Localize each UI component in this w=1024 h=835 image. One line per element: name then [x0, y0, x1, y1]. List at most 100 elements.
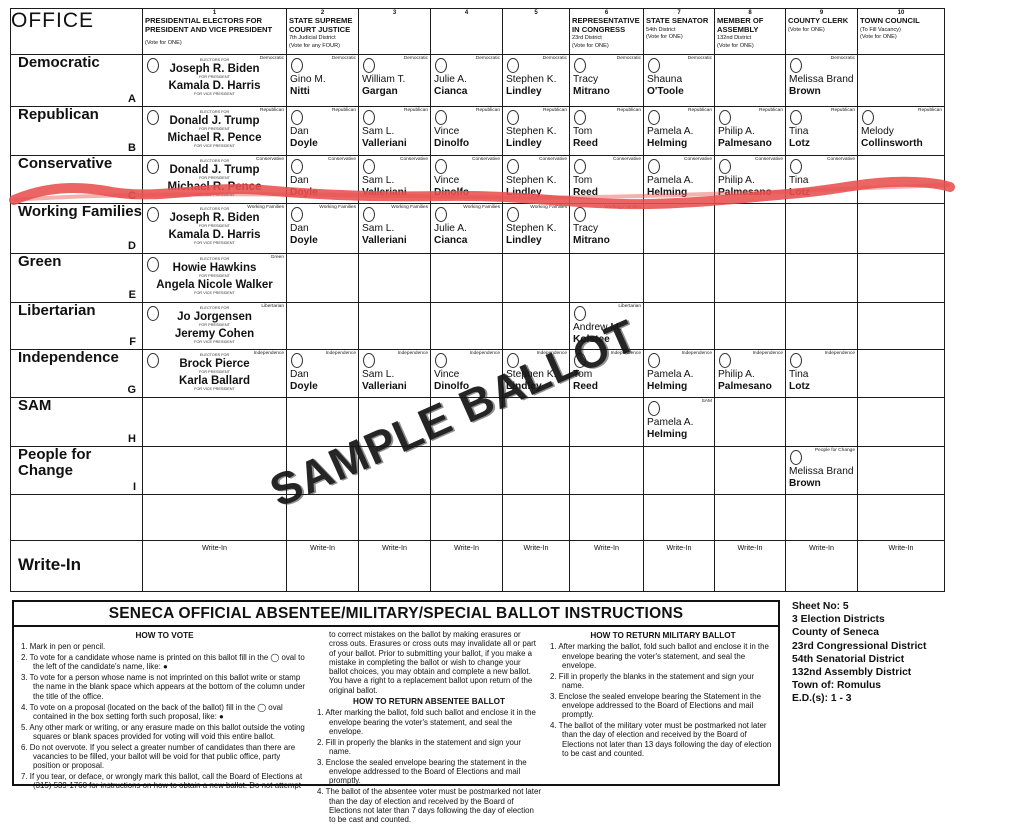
- row-letter: C: [128, 190, 136, 202]
- ballot-oval[interactable]: [363, 110, 375, 125]
- candidate-cell: Independence Vince Dinolfo: [430, 349, 503, 398]
- ballot-oval[interactable]: [291, 110, 303, 125]
- candidate-first-name: Melody: [861, 126, 894, 137]
- ballot-oval[interactable]: [574, 110, 586, 125]
- empty-cell: [714, 253, 786, 303]
- return-absentee-item: 1. After marking the ballot, fold such b…: [317, 708, 536, 736]
- write-in-cell[interactable]: Write-In: [569, 540, 644, 592]
- candidate-first-name: Sam L.: [362, 223, 395, 234]
- party-label: Working Families: [247, 205, 284, 210]
- candidate-first-name: Tom: [573, 126, 593, 137]
- office-title: STATE SUPREME COURT JUSTICE: [289, 16, 353, 34]
- candidate-first-name: Pamela A.: [647, 126, 694, 137]
- empty-cell: [358, 494, 431, 541]
- ballot-oval[interactable]: [790, 159, 802, 174]
- ballot-header-row: OFFICE 1 PRESIDENTIAL ELECTORS FOR PRESIDE…: [10, 8, 945, 55]
- ballot-oval[interactable]: [719, 353, 731, 368]
- ballot-oval[interactable]: [147, 159, 159, 174]
- ballot-oval[interactable]: [147, 353, 159, 368]
- empty-cell: [569, 397, 644, 447]
- candidate-last-name: Doyle: [290, 137, 318, 149]
- ballot-oval[interactable]: [147, 58, 159, 73]
- return-military-item: 3. Enclose the sealed envelope bearing t…: [550, 691, 762, 720]
- candidate-cell: Republican Sam L. Valleriani: [358, 106, 431, 156]
- write-in-cell[interactable]: Write-In: [142, 540, 287, 592]
- write-in-cell[interactable]: Write-In: [358, 540, 431, 592]
- ballot-oval[interactable]: [291, 58, 303, 73]
- party-name-cell: SAM H: [10, 397, 143, 447]
- party-label: Democratic: [616, 56, 641, 61]
- ballot-oval[interactable]: [574, 159, 586, 174]
- party-label: Independence: [752, 351, 783, 356]
- write-in-cell[interactable]: Write-In: [502, 540, 570, 592]
- ballot-oval[interactable]: [790, 110, 802, 125]
- ballot-oval[interactable]: [507, 353, 519, 368]
- ballot-oval[interactable]: [719, 110, 731, 125]
- ballot-oval[interactable]: [363, 353, 375, 368]
- ballot-oval[interactable]: [507, 159, 519, 174]
- ballot-oval[interactable]: [291, 207, 303, 222]
- instructions-title: SENECA OFFICIAL ABSENTEE/MILITARY/SPECIA…: [14, 602, 778, 627]
- candidate-name: Melody Collinsworth: [859, 126, 944, 149]
- party-row-libertarian: Libertarian F Libertarian ELECTORS FOR Jo Jo…: [10, 302, 945, 350]
- party-label: Democratic: [259, 56, 284, 61]
- ballot-oval[interactable]: [574, 207, 586, 222]
- for-vice-president-label: FOR VICE PRESIDENT: [194, 92, 235, 96]
- ballot-oval[interactable]: [574, 306, 586, 321]
- candidate-first-name: Melissa Brand: [789, 74, 854, 85]
- ballot-oval[interactable]: [147, 110, 159, 125]
- write-in-cell[interactable]: Write-In: [643, 540, 715, 592]
- ballot-oval[interactable]: [435, 110, 447, 125]
- candidate-cell: SAM Pamela A. Helming: [643, 397, 715, 447]
- ballot-oval[interactable]: [719, 159, 731, 174]
- ballot-oval[interactable]: [507, 207, 519, 222]
- ballot-oval[interactable]: [790, 353, 802, 368]
- sheet-info-line: 54th Senatorial District: [792, 653, 905, 665]
- party-label: Conservative: [328, 157, 356, 162]
- candidate-name: Dan Doyle: [288, 175, 358, 198]
- ballot-oval[interactable]: [648, 159, 660, 174]
- ballot-oval[interactable]: [291, 353, 303, 368]
- party-name: Republican: [18, 106, 99, 123]
- ballot-oval[interactable]: [574, 353, 586, 368]
- ballot-oval[interactable]: [147, 207, 159, 222]
- candidate-cell: Conservative Dan Doyle: [286, 155, 359, 204]
- ballot-oval[interactable]: [435, 58, 447, 73]
- empty-cell: [430, 302, 503, 350]
- ballot-oval[interactable]: [363, 207, 375, 222]
- how-to-vote-item: 5. Any other mark or writing, or any era…: [21, 722, 305, 741]
- write-in-cell[interactable]: Write-In: [430, 540, 503, 592]
- ballot-oval[interactable]: [363, 159, 375, 174]
- ballot-oval[interactable]: [363, 58, 375, 73]
- candidate-last-name: Reed: [573, 137, 598, 149]
- ballot-oval[interactable]: [648, 58, 660, 73]
- write-in-cell[interactable]: Write-In: [857, 540, 945, 592]
- ballot-oval[interactable]: [435, 159, 447, 174]
- ballot-oval[interactable]: [574, 58, 586, 73]
- party-label: Democratic: [403, 56, 428, 61]
- return-absentee-item: 4. The ballot of the absentee voter must…: [317, 787, 541, 825]
- ballot-oval[interactable]: [435, 353, 447, 368]
- write-in-cell[interactable]: Write-In: [714, 540, 786, 592]
- ballot-oval[interactable]: [790, 58, 802, 73]
- write-in-cell[interactable]: Write-In: [286, 540, 359, 592]
- ballot-oval[interactable]: [648, 110, 660, 125]
- ballot-oval[interactable]: [507, 110, 519, 125]
- candidate-last-name: Doyle: [290, 186, 318, 198]
- ballot-oval[interactable]: [435, 207, 447, 222]
- candidate-name: Pamela A. Helming: [645, 126, 714, 149]
- ballot-oval[interactable]: [147, 306, 159, 321]
- ballot-oval[interactable]: [648, 353, 660, 368]
- ballot-oval[interactable]: [147, 257, 159, 272]
- ballot-oval[interactable]: [862, 110, 874, 125]
- ballot-oval[interactable]: [648, 401, 660, 416]
- ballot-oval[interactable]: [291, 159, 303, 174]
- write-in-cell-label: Write-In: [309, 543, 336, 552]
- empty-cell: [714, 397, 786, 447]
- candidate-first-name: Stephen K.: [506, 223, 557, 234]
- ballot-oval[interactable]: [790, 450, 802, 465]
- ballot-oval[interactable]: [507, 58, 519, 73]
- for-president-label: FOR PRESIDENT: [199, 370, 230, 374]
- candidate-last-name: Brown: [789, 85, 821, 97]
- write-in-cell[interactable]: Write-In: [785, 540, 858, 592]
